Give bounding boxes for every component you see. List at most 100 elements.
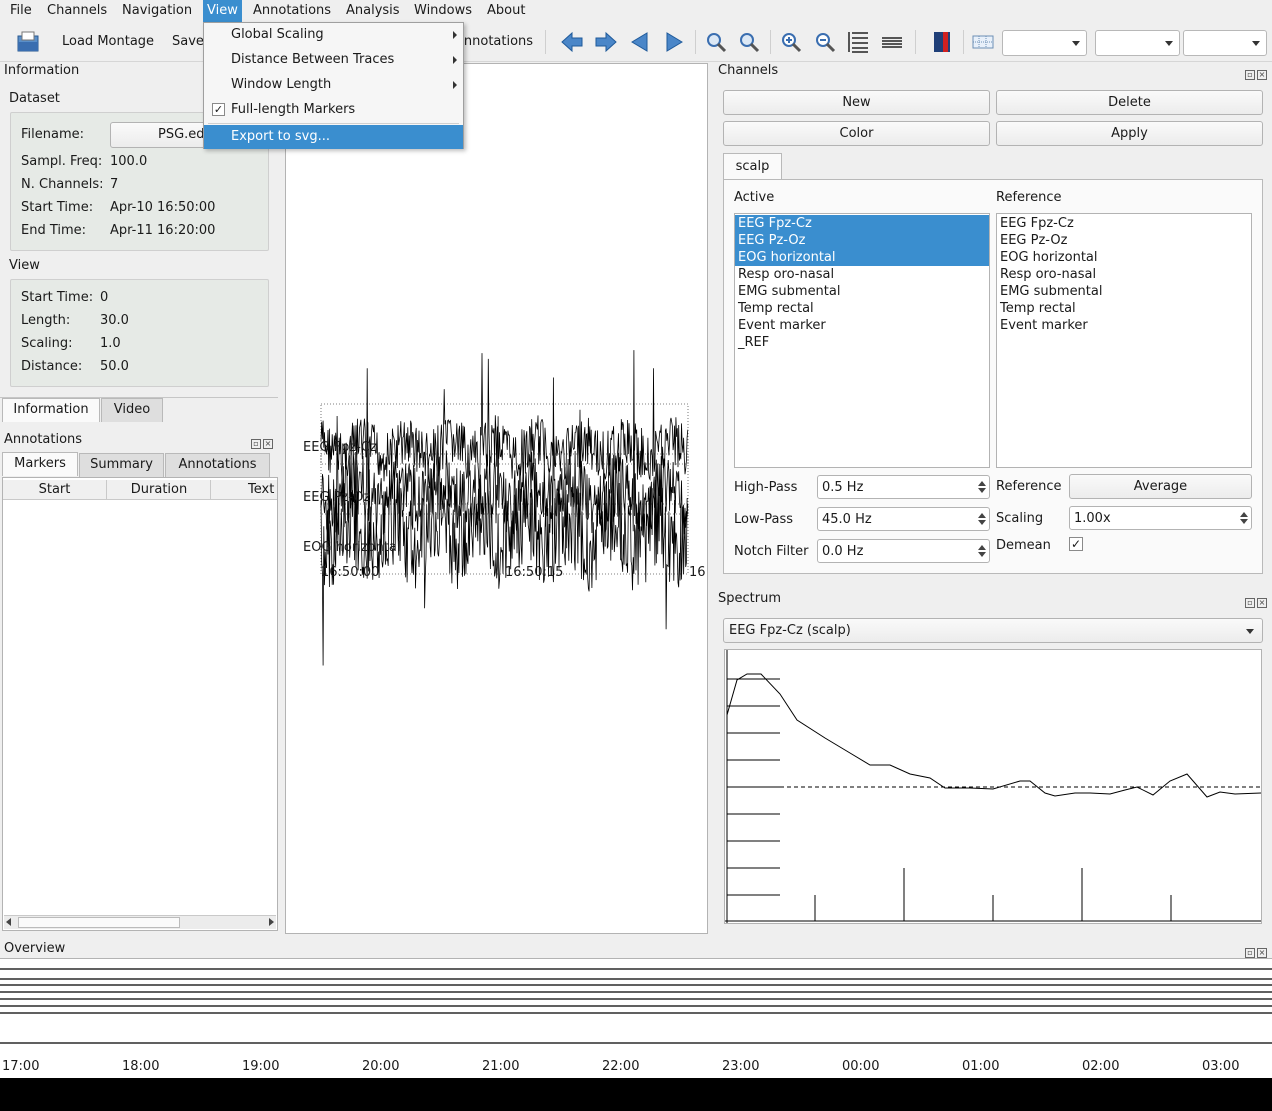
delete-button[interactable]: Delete bbox=[996, 90, 1263, 115]
column-duration[interactable]: Duration bbox=[108, 480, 211, 500]
menu-view[interactable]: View bbox=[203, 0, 242, 22]
list-item[interactable]: EOG horizontal bbox=[1000, 250, 1098, 265]
color-button[interactable]: Color bbox=[723, 121, 990, 146]
list-item[interactable]: Resp oro-nasal bbox=[738, 267, 835, 282]
decrease-distance-icon[interactable] bbox=[880, 30, 904, 54]
spin-down-icon[interactable] bbox=[978, 488, 986, 493]
zoom-in-time-icon[interactable] bbox=[704, 30, 728, 54]
list-item[interactable]: _REF bbox=[738, 335, 770, 350]
high-pass-value: 0.5 Hz bbox=[822, 480, 864, 495]
low-pass-label: Low-Pass bbox=[734, 512, 794, 527]
menu-distance-between-traces[interactable]: Distance Between Traces bbox=[204, 48, 463, 72]
close-icon[interactable]: × bbox=[1257, 598, 1267, 608]
toolbar-combo-3[interactable] bbox=[1183, 30, 1267, 56]
tab-scalp[interactable]: scalp bbox=[723, 153, 782, 180]
arrow-right-icon[interactable] bbox=[594, 30, 618, 54]
increase-distance-icon[interactable] bbox=[846, 30, 870, 54]
zoom-in-icon[interactable] bbox=[779, 30, 803, 54]
menu-navigation[interactable]: Navigation bbox=[122, 3, 193, 18]
save-button[interactable]: Save bbox=[172, 34, 204, 49]
list-item[interactable]: Event marker bbox=[1000, 318, 1088, 333]
new-button[interactable]: New bbox=[723, 90, 990, 115]
list-item[interactable]: Temp rectal bbox=[738, 301, 814, 316]
list-item[interactable]: EEG Fpz-Cz bbox=[1000, 216, 1074, 231]
float-icon[interactable]: ▫ bbox=[1245, 70, 1255, 80]
active-channels-list[interactable]: EEG Fpz-Cz EEG Pz-Oz EOG horizontal Resp or… bbox=[734, 213, 990, 468]
spin-up-icon[interactable] bbox=[978, 545, 986, 550]
zoom-out-icon[interactable] bbox=[813, 30, 837, 54]
spectrum-plot[interactable] bbox=[724, 649, 1262, 924]
zoom-out-time-icon[interactable] bbox=[737, 30, 761, 54]
step-right-icon[interactable] bbox=[662, 30, 686, 54]
low-pass-spinbox[interactable]: 45.0 Hz bbox=[817, 507, 990, 531]
menu-global-scaling[interactable]: Global Scaling bbox=[204, 23, 463, 47]
scaling-spinbox[interactable]: 1.00x bbox=[1069, 506, 1252, 530]
spin-down-icon[interactable] bbox=[1240, 519, 1248, 524]
tab-video[interactable]: Video bbox=[101, 398, 163, 422]
grid-icon[interactable] bbox=[971, 30, 995, 54]
notch-filter-spinbox[interactable]: 0.0 Hz bbox=[817, 539, 990, 563]
spin-up-icon[interactable] bbox=[1240, 512, 1248, 517]
tab-markers[interactable]: Markers bbox=[2, 452, 78, 476]
toolbar-combo-2[interactable] bbox=[1095, 30, 1180, 56]
float-icon[interactable]: ▫ bbox=[251, 439, 261, 449]
menu-about[interactable]: About bbox=[487, 3, 526, 18]
menu-annotations[interactable]: Annotations bbox=[253, 3, 332, 18]
average-reference-button[interactable]: Average bbox=[1069, 474, 1252, 499]
view-group-title: View bbox=[9, 258, 40, 273]
tab-annotations[interactable]: Annotations bbox=[165, 453, 270, 477]
horizontal-scrollbar[interactable] bbox=[4, 915, 276, 929]
apply-button[interactable]: Apply bbox=[996, 121, 1263, 146]
spin-down-icon[interactable] bbox=[978, 520, 986, 525]
list-item[interactable]: Event marker bbox=[738, 318, 826, 333]
marker-icon[interactable] bbox=[930, 30, 954, 54]
menu-export-svg[interactable]: Export to svg... bbox=[204, 125, 463, 149]
traces-view[interactable]: EEG Fpz-Cz EEG Pz-Oz EOG horizontal 16:5… bbox=[285, 63, 708, 934]
overview-time-tick: 18:00 bbox=[122, 1059, 160, 1074]
spin-up-icon[interactable] bbox=[978, 481, 986, 486]
list-item[interactable]: EEG Fpz-Cz bbox=[735, 215, 989, 232]
list-item[interactable]: EEG Pz-Oz bbox=[1000, 233, 1068, 248]
menu-channels[interactable]: Channels bbox=[47, 3, 108, 18]
tab-summary[interactable]: Summary bbox=[79, 453, 164, 477]
checkmark-icon: ✓ bbox=[212, 103, 225, 116]
spin-up-icon[interactable] bbox=[978, 513, 986, 518]
close-icon[interactable]: × bbox=[263, 439, 273, 449]
reference-channels-list[interactable]: EEG Fpz-Cz EEG Pz-Oz EOG horizontal Resp or… bbox=[996, 213, 1252, 468]
float-icon[interactable]: ▫ bbox=[1245, 948, 1255, 958]
menu-full-length-markers[interactable]: ✓ Full-length Markers bbox=[204, 98, 463, 122]
list-item[interactable]: EMG submental bbox=[738, 284, 841, 299]
high-pass-spinbox[interactable]: 0.5 Hz bbox=[817, 475, 990, 499]
spin-down-icon[interactable] bbox=[978, 552, 986, 557]
list-item[interactable]: Temp rectal bbox=[1000, 301, 1076, 316]
channels-dock-buttons: ▫ × bbox=[1245, 66, 1269, 80]
menu-file[interactable]: File bbox=[10, 3, 32, 18]
scaling-value: 1.0 bbox=[100, 336, 121, 351]
arrow-left-icon[interactable] bbox=[560, 30, 584, 54]
list-item[interactable]: Resp oro-nasal bbox=[1000, 267, 1097, 282]
float-icon[interactable]: ▫ bbox=[1245, 598, 1255, 608]
close-icon[interactable]: × bbox=[1257, 70, 1267, 80]
column-text[interactable]: Text bbox=[248, 482, 275, 497]
load-montage-button[interactable]: Load Montage bbox=[62, 34, 155, 49]
close-icon[interactable]: × bbox=[1257, 948, 1267, 958]
list-item[interactable]: EMG submental bbox=[1000, 284, 1103, 299]
scrollbar-handle[interactable] bbox=[18, 917, 180, 928]
markers-table[interactable]: Start Duration Text bbox=[2, 477, 278, 931]
list-item[interactable]: EEG Pz-Oz bbox=[735, 232, 989, 249]
menu-windows[interactable]: Windows bbox=[414, 3, 473, 18]
tab-information[interactable]: Information bbox=[2, 398, 100, 422]
column-start[interactable]: Start bbox=[3, 480, 107, 500]
scroll-right-icon[interactable] bbox=[269, 918, 274, 926]
toolbar-combo-1[interactable] bbox=[1002, 30, 1087, 56]
spectrum-channel-select[interactable]: EEG Fpz-Cz (scalp) bbox=[723, 618, 1263, 643]
scroll-left-icon[interactable] bbox=[6, 918, 11, 926]
step-left-icon[interactable] bbox=[628, 30, 652, 54]
load-montage-icon[interactable] bbox=[16, 30, 40, 54]
menu-window-length[interactable]: Window Length bbox=[204, 73, 463, 97]
demean-checkbox[interactable]: ✓ bbox=[1069, 537, 1083, 551]
menu-analysis[interactable]: Analysis bbox=[346, 3, 400, 18]
annotations-button[interactable]: Annotations bbox=[459, 34, 533, 49]
overview-panel[interactable]: 17:00 18:00 19:00 20:00 21:00 22:00 23:00 00:00… bbox=[0, 958, 1272, 1078]
list-item[interactable]: EOG horizontal bbox=[735, 249, 989, 266]
